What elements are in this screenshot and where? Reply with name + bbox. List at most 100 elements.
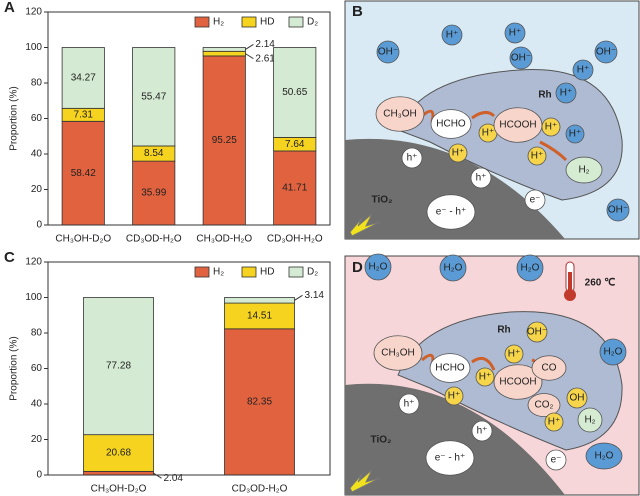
species-label: H₂O bbox=[604, 347, 623, 358]
y-tick-label: 60 bbox=[31, 113, 43, 124]
species-node bbox=[504, 22, 526, 44]
data-label: 2.14 bbox=[255, 39, 275, 50]
species-node bbox=[439, 254, 467, 282]
species-label: OH⁻ bbox=[596, 47, 616, 58]
y-tick-label: 80 bbox=[31, 78, 43, 89]
species-label: H⁺ bbox=[548, 417, 561, 428]
tio2 bbox=[345, 138, 565, 239]
species-node bbox=[475, 367, 495, 387]
arrow bbox=[471, 356, 496, 371]
species-label: h⁺ bbox=[404, 399, 415, 410]
data-label: 58.42 bbox=[71, 168, 96, 179]
species-label: H₂ bbox=[578, 165, 589, 176]
x-tick-label: CH₃OH-D₂O bbox=[55, 234, 111, 245]
species-node bbox=[401, 147, 423, 169]
species-label: CH₃OH bbox=[381, 348, 415, 359]
species-label: Rh bbox=[497, 325, 510, 336]
data-label: 35.99 bbox=[141, 188, 166, 199]
species-label: H⁺ bbox=[509, 28, 522, 39]
species-node bbox=[471, 420, 493, 442]
thermometer-bulb bbox=[564, 289, 576, 301]
leader-line bbox=[245, 43, 254, 50]
thermometer-fill bbox=[568, 272, 572, 292]
species-node bbox=[565, 124, 585, 144]
species-label: H⁺ bbox=[446, 30, 459, 41]
species-node bbox=[585, 442, 623, 470]
y-tick-label: 0 bbox=[36, 470, 42, 481]
leader-line bbox=[153, 472, 162, 479]
species-node bbox=[572, 59, 594, 81]
species-node bbox=[527, 393, 561, 417]
data-label: 7.31 bbox=[74, 109, 94, 120]
species-node bbox=[470, 167, 492, 189]
bar-segment bbox=[61, 47, 105, 109]
data-label: 55.47 bbox=[141, 91, 166, 102]
species-label: e⁻ - h⁺ bbox=[435, 453, 466, 464]
species-label: h⁺ bbox=[476, 173, 487, 184]
data-label: 50.65 bbox=[282, 87, 307, 98]
species-label: H₂ bbox=[584, 415, 595, 426]
species-label: H⁺ bbox=[531, 151, 544, 162]
species-label: Rh bbox=[538, 90, 551, 101]
species-label: TiO₂ bbox=[371, 435, 392, 446]
y-axis-label: Proportion (%) bbox=[9, 86, 20, 150]
data-label: 3.14 bbox=[305, 290, 325, 301]
data-label: 2.04 bbox=[164, 473, 184, 484]
legend-swatch bbox=[194, 266, 210, 278]
species-node bbox=[493, 364, 543, 400]
species-label: H⁺ bbox=[448, 391, 461, 402]
legend-swatch bbox=[194, 16, 210, 28]
legend-label: HD bbox=[260, 17, 274, 28]
species-label: H⁺ bbox=[482, 128, 495, 139]
panel-label: A bbox=[4, 0, 15, 16]
bar-segment bbox=[202, 55, 246, 226]
species-node bbox=[509, 46, 533, 70]
bar-segment bbox=[224, 328, 295, 476]
legend-swatch bbox=[288, 266, 304, 278]
data-label: 82.35 bbox=[247, 397, 272, 408]
legend-label: D₂ bbox=[307, 267, 318, 278]
species-node bbox=[594, 40, 618, 64]
species-node bbox=[545, 449, 567, 471]
species-node bbox=[541, 117, 561, 137]
species-label: HCOOH bbox=[499, 120, 536, 131]
legend-label: D₂ bbox=[307, 17, 318, 28]
y-tick-label: 120 bbox=[25, 7, 42, 18]
species-node bbox=[599, 338, 627, 366]
plot-frame bbox=[47, 261, 331, 476]
species-label: H⁺ bbox=[577, 65, 590, 76]
panel-label: D bbox=[352, 259, 363, 276]
bar-segment bbox=[83, 297, 154, 436]
species-label: HCHO bbox=[435, 363, 465, 374]
leader-line bbox=[294, 294, 303, 301]
y-tick-label: 100 bbox=[25, 292, 42, 303]
bar-segment bbox=[202, 47, 246, 52]
species-label: e⁻ bbox=[551, 455, 562, 466]
bar-segment bbox=[202, 50, 246, 57]
data-label: 20.68 bbox=[106, 448, 131, 459]
species-node bbox=[524, 189, 546, 211]
y-tick-label: 100 bbox=[25, 42, 42, 53]
species-node bbox=[544, 412, 564, 432]
species-label: h⁺ bbox=[477, 426, 488, 437]
legend-swatch bbox=[241, 266, 257, 278]
legend-label: H₂ bbox=[213, 17, 224, 28]
species-label: h⁺ bbox=[407, 153, 418, 164]
bar-segment bbox=[224, 297, 295, 304]
legend-label: H₂ bbox=[213, 267, 224, 278]
species-label: OH bbox=[570, 393, 585, 404]
y-axis-label: Proportion (%) bbox=[9, 336, 20, 400]
species-node bbox=[426, 194, 476, 230]
data-label: 2.61 bbox=[255, 53, 275, 64]
y-tick-label: 120 bbox=[25, 257, 42, 268]
data-label: 8.54 bbox=[144, 148, 164, 159]
y-tick-label: 40 bbox=[31, 399, 43, 410]
bar-segment bbox=[224, 302, 295, 330]
species-node bbox=[606, 198, 630, 222]
species-label: H⁺ bbox=[545, 122, 558, 133]
bar-segment bbox=[273, 150, 317, 226]
bar-segment bbox=[83, 470, 154, 476]
data-label: 34.27 bbox=[71, 73, 96, 84]
x-tick-label: CH₃OH-D₂O bbox=[91, 484, 147, 495]
